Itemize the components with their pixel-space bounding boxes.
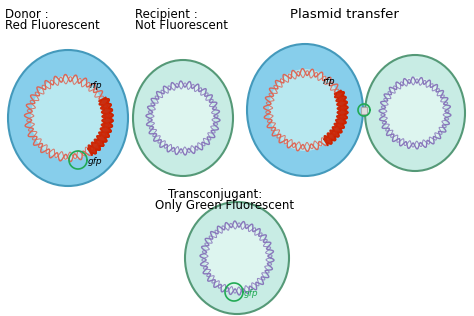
Ellipse shape xyxy=(269,69,341,151)
Ellipse shape xyxy=(152,82,214,154)
Bar xyxy=(361,106,367,113)
Ellipse shape xyxy=(31,76,105,160)
Ellipse shape xyxy=(384,77,446,149)
Ellipse shape xyxy=(133,60,233,176)
Text: rfp: rfp xyxy=(90,82,103,90)
Ellipse shape xyxy=(205,223,269,293)
Text: gfp: gfp xyxy=(88,156,103,166)
Text: Not Fluorescent: Not Fluorescent xyxy=(135,19,228,32)
Ellipse shape xyxy=(247,44,363,176)
Polygon shape xyxy=(88,97,113,155)
Polygon shape xyxy=(324,90,348,145)
Text: rfp: rfp xyxy=(323,77,336,87)
Text: Only Green Fluorescent: Only Green Fluorescent xyxy=(155,199,294,212)
Ellipse shape xyxy=(8,50,128,186)
Text: Transconjugant:: Transconjugant: xyxy=(168,188,262,201)
Text: gfp: gfp xyxy=(244,289,259,297)
Ellipse shape xyxy=(185,202,289,314)
Text: Recipient :: Recipient : xyxy=(135,8,198,21)
Ellipse shape xyxy=(365,55,465,171)
Text: Red Fluorescent: Red Fluorescent xyxy=(5,19,100,32)
Text: Donor :: Donor : xyxy=(5,8,49,21)
Text: Plasmid transfer: Plasmid transfer xyxy=(290,8,399,21)
